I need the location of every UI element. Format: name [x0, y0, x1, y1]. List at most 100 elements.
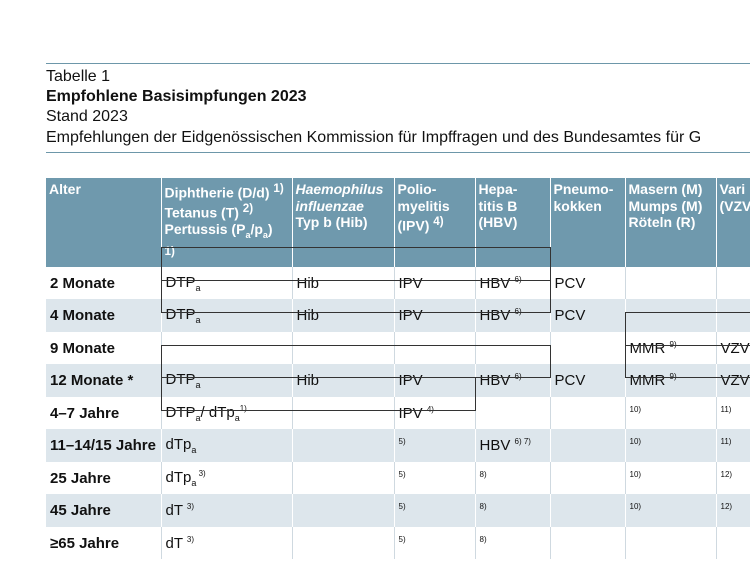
cell-text: Mumps (M) — [628, 197, 703, 214]
cell-text: (HBV) — [478, 214, 518, 230]
vaccine-cell — [550, 494, 626, 527]
cell-text: Alter — [49, 181, 81, 197]
cell-text: 6) — [514, 307, 522, 317]
cell-text: Hepa- — [478, 181, 518, 197]
cell-text: 3) — [186, 502, 195, 512]
cell-text: Tetanus (T) — [164, 204, 243, 221]
cell-text: VZV — [720, 339, 750, 357]
cell-text: HBV — [479, 307, 515, 325]
vaccine-cell: DTPa/ dTpa1) — [161, 396, 293, 430]
cell-text: PCV — [554, 372, 586, 390]
cell-text: 3) — [196, 468, 206, 478]
cell-text: Typ b (Hib) — [295, 214, 368, 230]
age-cell: 11–14/15 Jahre — [46, 429, 162, 462]
cell-text: Pneumo- — [553, 181, 614, 197]
cell-text: 5) — [398, 502, 406, 512]
cell-text: 1) — [164, 244, 175, 258]
vaccine-cell — [475, 331, 551, 365]
vaccine-cell: 10) — [625, 494, 717, 527]
vaccine-cell: 8) — [475, 494, 551, 527]
cell-text: dT — [165, 534, 187, 552]
cell-text: ) — [267, 221, 273, 238]
vaccine-cell: DTPa — [161, 266, 293, 300]
age-cell: 2 Monate — [46, 266, 162, 300]
vaccine-cell: MMR 9) — [625, 331, 717, 365]
vaccine-cell: 8) — [475, 461, 551, 495]
vaccine-cell — [292, 461, 395, 495]
vaccine-cell — [292, 396, 395, 430]
vaccine-cell: IPV — [394, 266, 476, 300]
stand: Stand 2023 — [46, 108, 128, 125]
cell-text: 12) — [720, 502, 733, 512]
cell-text: a — [245, 230, 251, 241]
age-cell: 45 Jahre — [46, 494, 162, 527]
column-header: Polio-myelitis (IPV) 4) — [394, 178, 476, 267]
cell-text: Masern (M) — [628, 181, 703, 197]
table-row: 4 Monate DTPa Hib IPV HBV 6) PCV — [46, 299, 750, 332]
cell-text: Pertussis (P — [164, 221, 246, 238]
cell-text: 12) — [720, 469, 733, 479]
cell-text: (IPV) — [397, 217, 434, 234]
vaccine-cell: 10) — [625, 461, 717, 495]
cell-text: DTP — [165, 306, 196, 324]
vaccine-cell: dTpa 3) — [161, 461, 293, 495]
vaccine-cell — [625, 266, 717, 300]
cell-text: 10) — [629, 404, 642, 414]
table-row: 9 Monate MMR 9) VZV — [46, 331, 750, 365]
cell-text: 6) — [514, 372, 522, 382]
cell-text: influenzae — [295, 197, 364, 214]
table-row: 25 Jahre dTpa 3) 5) 8) 10) 12) — [46, 461, 750, 495]
vaccine-cell — [292, 429, 395, 462]
age-cell: 4 Monate — [46, 299, 162, 332]
column-header: Hepa-titis B (HBV) — [475, 178, 551, 267]
cell-text: 8) — [479, 534, 487, 544]
vaccine-cell — [716, 299, 750, 332]
cell-text: DTP — [165, 403, 196, 421]
cell-text: 10) — [629, 437, 642, 447]
cell-text: a — [234, 412, 240, 423]
vaccine-cell: DTPa — [161, 299, 293, 332]
vaccine-cell — [292, 331, 395, 365]
vaccine-cell: 5) — [394, 494, 476, 527]
vaccine-cell: HBV 6) — [475, 266, 551, 300]
cell-text: Hib — [296, 307, 320, 325]
column-header: Vari (VZV — [716, 178, 750, 267]
vaccine-cell — [475, 396, 551, 430]
vaccine-cell — [292, 526, 395, 560]
table-title: Empfohlene Basisimpfungen 2023 — [46, 88, 307, 105]
vaccine-cell: Hib — [292, 266, 395, 300]
cell-text: HBV — [479, 274, 515, 292]
column-header: Pneumo-kokken — [550, 178, 626, 267]
cell-text: 1) — [273, 182, 284, 195]
vaccine-cell: HBV 6) — [475, 299, 551, 332]
table-row: 2 Monate DTPa Hib IPV HBV 6) PCV — [46, 266, 750, 300]
vaccine-cell: MMR 9) — [625, 364, 717, 397]
vaccine-cell — [550, 526, 626, 560]
table-row: ≥65 Jahre dT 3) 5) 8) — [46, 526, 750, 560]
vaccine-cell: IPV — [394, 364, 476, 397]
vaccine-cell: Hib — [292, 299, 395, 332]
vaccine-cell — [550, 429, 626, 462]
cell-text: 10) — [629, 502, 642, 512]
cell-text: Vari — [719, 181, 746, 197]
cell-text: IPV — [398, 372, 423, 390]
vaccine-cell: 12) — [716, 461, 750, 495]
vaccine-cell: Hib — [292, 364, 395, 397]
cell-text: MMR — [629, 372, 670, 390]
cell-text: PCV — [554, 274, 586, 292]
cell-text: Haemophilus — [295, 181, 384, 197]
vaccine-cell: 8) — [475, 526, 551, 560]
cell-text: Hib — [296, 274, 320, 292]
cell-text: dT — [165, 502, 187, 520]
vaccine-cell: DTPa — [161, 364, 293, 397]
vaccine-cell: dTpa — [161, 429, 293, 462]
vaccine-cell — [394, 331, 476, 365]
cell-text: Diphtherie (D/d) — [164, 184, 274, 201]
cell-text: a — [191, 477, 197, 488]
vaccine-cell: PCV — [550, 299, 626, 332]
cell-text: / dTp — [200, 403, 235, 421]
cell-text: a — [195, 282, 201, 293]
vaccine-cell — [550, 461, 626, 495]
cell-text: dTp — [165, 468, 192, 486]
vaccine-cell: IPV — [394, 299, 476, 332]
